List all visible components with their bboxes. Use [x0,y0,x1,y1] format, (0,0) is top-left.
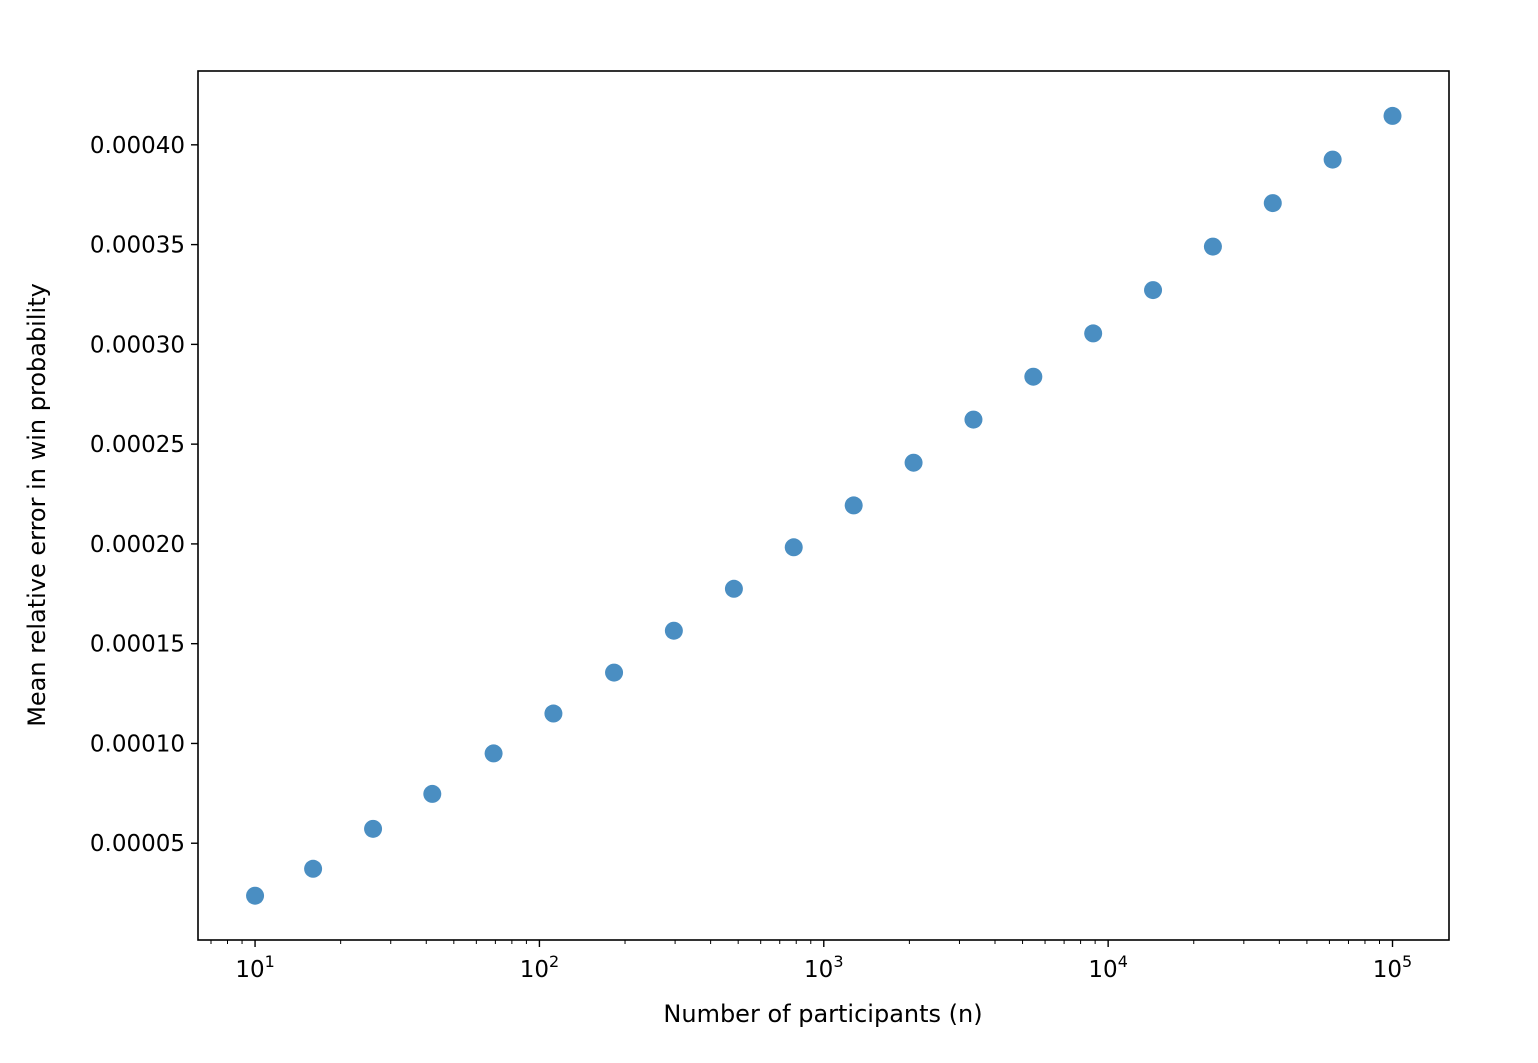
data-point [1203,237,1222,256]
data-point [246,886,265,905]
y-tick-label: 0.00015 [90,632,185,658]
plot-frame [197,70,1450,941]
x-tick-label: 101 [235,952,274,983]
data-point [964,410,983,429]
data-point [1144,281,1163,300]
y-tick-label: 0.00040 [90,133,185,159]
x-tick-label: 103 [804,952,843,983]
y-tick-label: 0.00020 [90,532,185,558]
y-tick-label: 0.00035 [90,233,185,259]
x-axis-title: Number of participants (n) [663,1000,982,1028]
x-tick-label: 105 [1373,952,1412,983]
data-point [1084,324,1103,343]
data-point [844,496,863,515]
y-tick-label: 0.00005 [90,831,185,857]
data-point [1383,106,1402,125]
data-point [724,579,743,598]
data-point [423,784,442,803]
data-point [304,859,323,878]
data-point [1323,150,1342,169]
data-point [364,819,383,838]
data-point [1263,194,1282,213]
data-point [1024,367,1043,386]
y-tick-label: 0.00025 [90,432,185,458]
x-tick-label: 104 [1088,952,1127,983]
ticks-layer: 101 102 103 104 105 0.00005 0.00010 0.00015 0.00… [90,133,1412,983]
y-tick-label: 0.00030 [90,332,185,358]
data-point [544,704,563,723]
data-point [664,621,683,640]
points-layer [246,106,1402,905]
x-tick-label: 102 [520,952,559,983]
y-tick-label: 0.00010 [90,731,185,757]
y-axis-title: Mean relative error in win probability [23,283,51,727]
data-point [484,744,503,763]
data-point [605,663,624,682]
data-point [784,538,803,557]
data-point [904,453,923,472]
